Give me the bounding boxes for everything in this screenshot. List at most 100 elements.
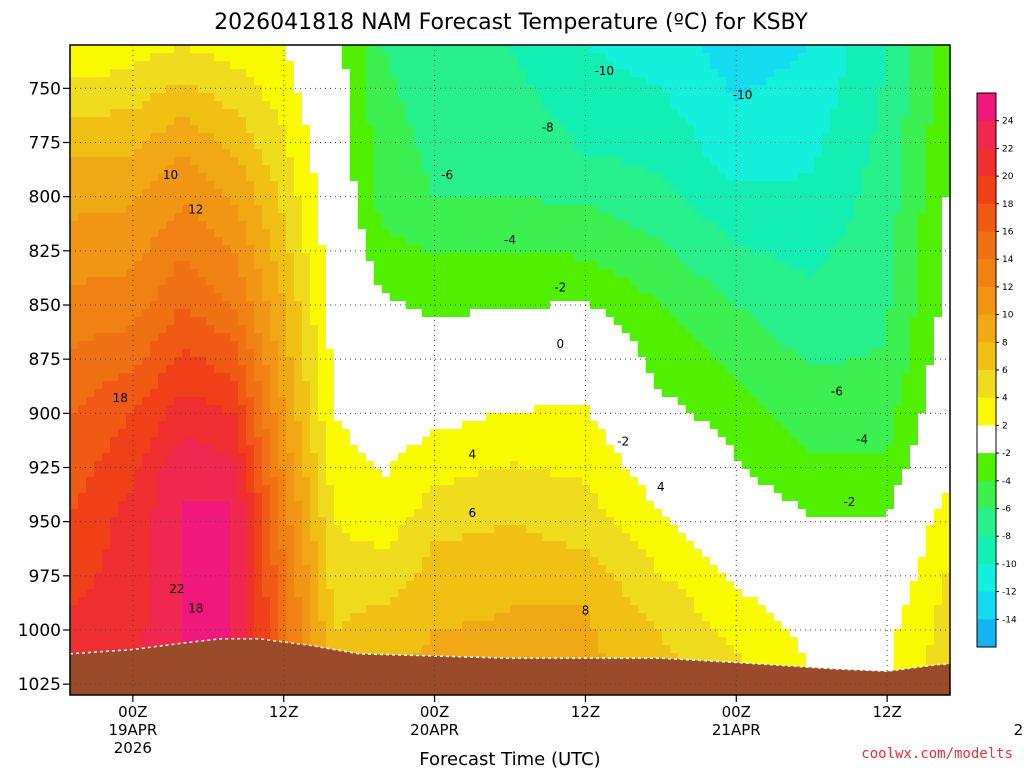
temperature-cell — [166, 221, 175, 230]
temperature-cell — [478, 69, 487, 78]
temperature-cell — [454, 309, 463, 318]
temperature-cell — [254, 53, 263, 62]
temperature-cell — [414, 85, 423, 94]
temperature-cell — [398, 549, 407, 558]
temperature-cell — [390, 85, 399, 94]
temperature-cell — [462, 197, 471, 206]
temperature-cell — [310, 197, 319, 206]
temperature-cell — [518, 317, 527, 326]
temperature-cell — [78, 541, 87, 550]
temperature-cell — [342, 229, 351, 238]
temperature-cell — [166, 613, 175, 622]
temperature-cell — [230, 549, 239, 558]
temperature-cell — [110, 445, 119, 454]
temperature-cell — [334, 413, 343, 422]
temperature-cell — [182, 117, 191, 126]
temperature-cell — [214, 405, 223, 414]
temperature-cell — [438, 461, 447, 470]
temperature-cell — [214, 469, 223, 478]
temperature-cell — [246, 181, 255, 190]
temperature-cell — [526, 341, 535, 350]
temperature-cell — [126, 405, 135, 414]
temperature-cell — [526, 581, 535, 590]
temperature-cell — [198, 605, 207, 614]
temperature-cell — [366, 213, 375, 222]
temperature-cell — [342, 205, 351, 214]
temperature-cell — [214, 453, 223, 462]
temperature-cell — [478, 605, 487, 614]
temperature-cell — [510, 357, 519, 366]
temperature-cell — [350, 549, 359, 558]
temperature-cell — [462, 525, 471, 534]
temperature-cell — [478, 621, 487, 630]
temperature-cell — [102, 181, 111, 190]
temperature-cell — [118, 309, 127, 318]
temperature-cell — [262, 197, 271, 206]
temperature-cell — [206, 293, 215, 302]
temperature-cell — [366, 253, 375, 262]
temperature-cell — [518, 157, 527, 166]
temperature-cell — [422, 509, 431, 518]
temperature-cell — [430, 157, 439, 166]
temperature-cell — [174, 549, 183, 558]
temperature-cell — [286, 261, 295, 270]
temperature-cell — [150, 373, 159, 382]
temperature-cell — [438, 445, 447, 454]
temperature-cell — [94, 341, 103, 350]
temperature-cell — [550, 165, 559, 174]
temperature-cell — [310, 117, 319, 126]
temperature-cell — [526, 117, 535, 126]
temperature-cell — [398, 301, 407, 310]
temperature-cell — [494, 613, 503, 622]
temperature-cell — [358, 413, 367, 422]
temperature-cell — [414, 365, 423, 374]
temperature-cell — [502, 485, 511, 494]
temperature-cell — [534, 85, 543, 94]
temperature-cell — [486, 45, 495, 54]
temperature-cell — [246, 525, 255, 534]
temperature-cell — [470, 293, 479, 302]
temperature-cell — [150, 533, 159, 542]
temperature-cell — [134, 309, 143, 318]
temperature-cell — [510, 493, 519, 502]
temperature-cell — [222, 205, 231, 214]
temperature-cell — [326, 381, 335, 390]
temperature-cell — [462, 205, 471, 214]
temperature-cell — [270, 333, 279, 342]
temperature-cell — [230, 61, 239, 70]
temperature-cell — [134, 405, 143, 414]
temperature-cell — [190, 117, 199, 126]
temperature-cell — [350, 397, 359, 406]
temperature-cell — [78, 645, 87, 654]
temperature-cell — [94, 101, 103, 110]
temperature-cell — [494, 573, 503, 582]
temperature-cell — [550, 189, 559, 198]
temperature-cell — [214, 437, 223, 446]
temperature-cell — [270, 141, 279, 150]
temperature-cell — [526, 53, 535, 62]
temperature-cell — [302, 429, 311, 438]
temperature-cell — [366, 93, 375, 102]
temperature-cell — [398, 557, 407, 566]
temperature-cell — [390, 165, 399, 174]
temperature-cell — [446, 109, 455, 118]
temperature-cell — [278, 229, 287, 238]
temperature-cell — [286, 181, 295, 190]
temperature-cell — [238, 413, 247, 422]
temperature-cell — [486, 637, 495, 646]
temperature-cell — [286, 213, 295, 222]
temperature-cell — [310, 469, 319, 478]
temperature-cell — [150, 453, 159, 462]
temperature-cell — [374, 237, 383, 246]
temperature-cell — [470, 413, 479, 422]
temperature-cell — [94, 485, 103, 494]
temperature-cell — [78, 589, 87, 598]
temperature-cell — [158, 557, 167, 566]
temperature-cell — [198, 557, 207, 566]
temperature-cell — [94, 565, 103, 574]
temperature-cell — [142, 461, 151, 470]
temperature-cell — [334, 365, 343, 374]
temperature-cell — [446, 253, 455, 262]
temperature-cell — [126, 637, 135, 646]
temperature-cell — [294, 69, 303, 78]
